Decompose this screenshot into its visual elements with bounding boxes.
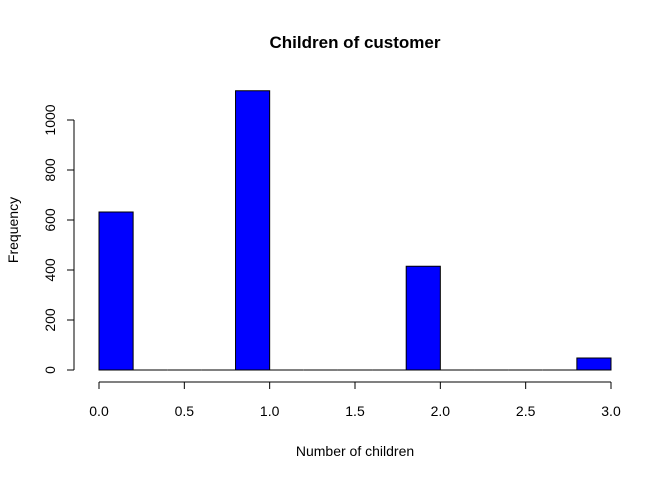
x-tick-label-0: 0.0 — [89, 403, 109, 419]
y-tick-label-4: 800 — [42, 158, 58, 182]
x-tick-label-4: 2.0 — [431, 403, 451, 419]
y-axis: 0 200 400 600 800 1000 — [42, 104, 75, 374]
y-tick-label-1: 200 — [42, 308, 58, 332]
x-tick-label-1: 0.5 — [175, 403, 195, 419]
y-tick-label-5: 1000 — [42, 104, 58, 135]
bars-group — [98, 90, 612, 371]
x-axis-label: Number of children — [296, 443, 414, 459]
bar-4 — [235, 90, 271, 371]
y-axis-label: Frequency — [5, 197, 21, 263]
bar-14 — [576, 357, 612, 371]
x-axis: 0.0 0.5 1.0 1.5 2.0 2.5 3.0 — [89, 381, 621, 419]
y-tick-label-2: 400 — [42, 258, 58, 282]
bar-9 — [405, 265, 441, 371]
y-tick-label-3: 600 — [42, 208, 58, 232]
x-tick-label-6: 3.0 — [601, 403, 621, 419]
x-tick-label-3: 1.5 — [345, 403, 365, 419]
bar-0 — [98, 211, 134, 371]
chart-title: Children of customer — [270, 33, 441, 52]
y-tick-label-0: 0 — [42, 366, 58, 374]
x-tick-label-2: 1.0 — [260, 403, 280, 419]
x-tick-label-5: 2.5 — [516, 403, 536, 419]
